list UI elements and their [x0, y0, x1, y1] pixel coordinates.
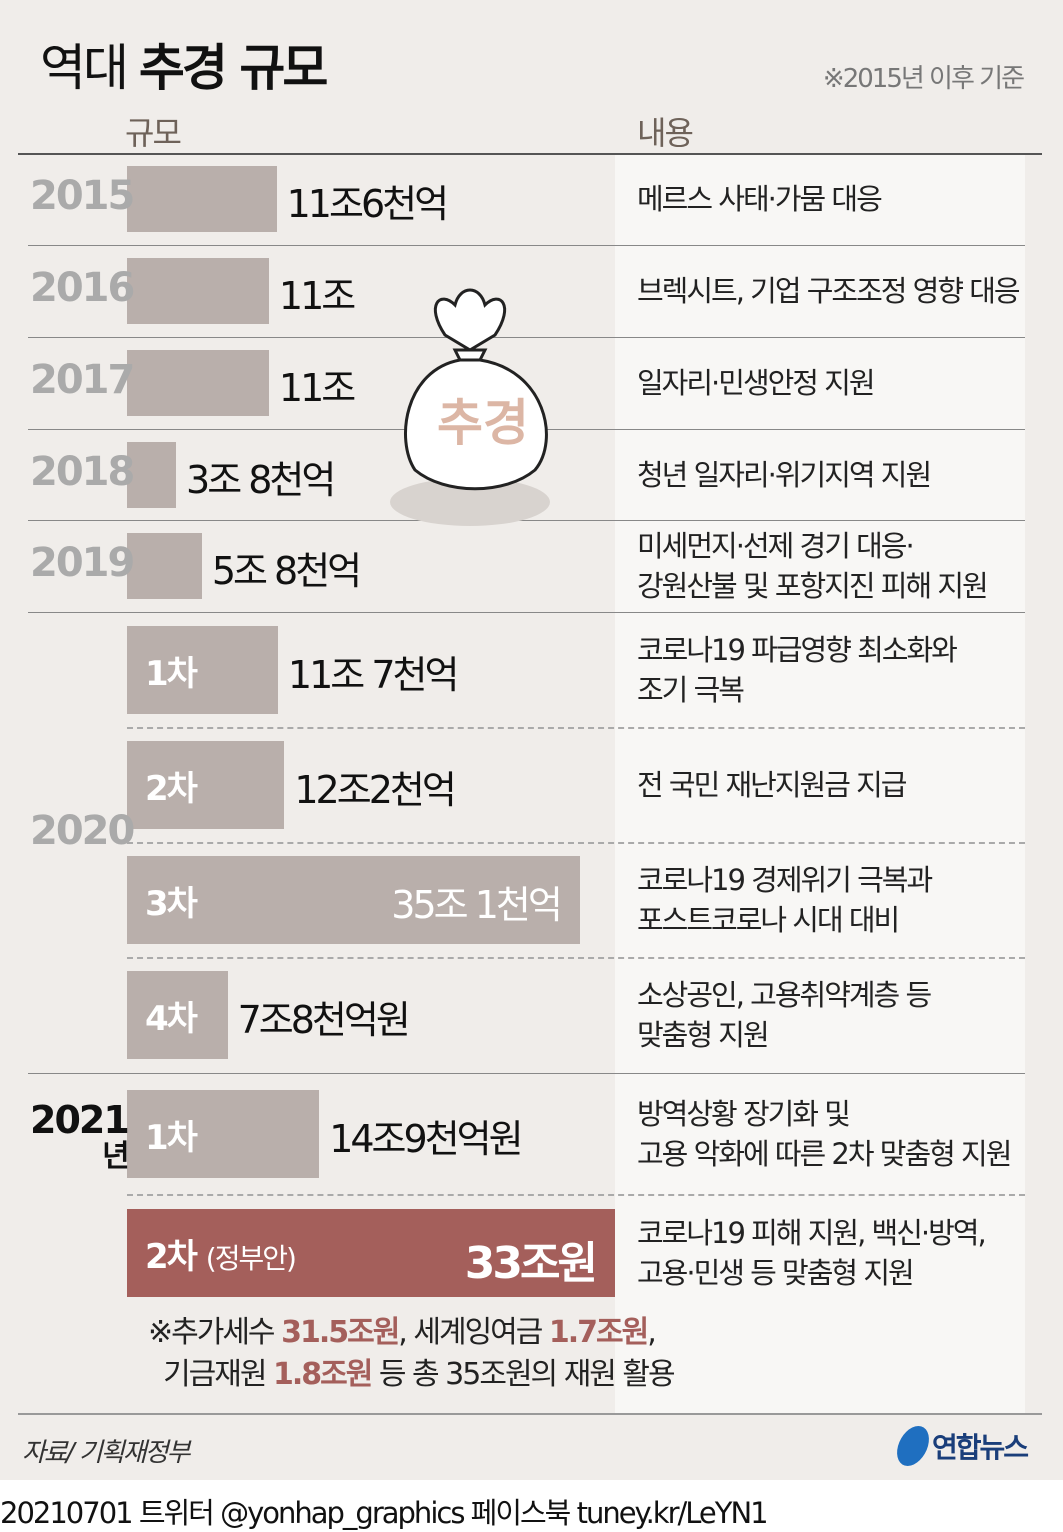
description-line: 코로나19 파급영향 최소화와 [637, 632, 958, 667]
year-label: 2015 [30, 173, 135, 219]
description: 미세먼지·선제 경기 대응· 강원산불 및 포항지진 피해 지원 [637, 526, 1027, 606]
description-line: 소상공인, 고용취약계층 등 [637, 978, 932, 1012]
basis-note: ※2015년 이후 기준 [822, 64, 1025, 94]
row-divider [28, 520, 1025, 521]
content-column-bg [615, 153, 1025, 1413]
year-label-2020: 2020 [30, 808, 135, 854]
value-label: 12조2천억 [294, 767, 456, 812]
bar [127, 971, 228, 1059]
value-label: 11조 [278, 366, 356, 410]
source-label: 자료/ 기획재정부 [22, 1438, 190, 1468]
value-label: 11조 7천억 [287, 652, 459, 697]
description: 전 국민 재난지원금 지급 [637, 765, 1027, 805]
year-label: 2019 [30, 540, 135, 586]
order-label: 3차 [145, 883, 198, 924]
description-line: 전 국민 재난지원금 지급 [637, 767, 907, 802]
bar [127, 258, 269, 324]
order-label: 4차 [145, 999, 198, 1039]
description-line: 맞춤형 지원 [637, 1018, 770, 1052]
sub-row-divider [127, 842, 1025, 844]
description-line: 브렉시트, 기업 구조조정 영향 대응 [637, 274, 1021, 308]
yonhap-logo: 연합뉴스 [892, 1426, 1029, 1466]
value-label: 3조 8천억 [186, 457, 336, 502]
description: 청년 일자리·위기지역 지원 [637, 455, 1027, 495]
description-line: 일자리·민생안정 지원 [637, 366, 876, 400]
row-divider [28, 337, 1025, 338]
bar [127, 740, 285, 829]
order-label: 2차 [145, 768, 198, 809]
row-divider [28, 1073, 1025, 1074]
description-line: 코로나19 경제위기 극복과 [637, 862, 933, 897]
year-label: 2017 [30, 357, 135, 403]
row-divider [28, 245, 1025, 246]
description-line: 미세먼지·선제 경기 대응· [637, 529, 915, 563]
year-label: 2018 [30, 448, 135, 495]
column-header-content: 내용 [637, 114, 694, 152]
value-label: 5조 8천억 [211, 549, 362, 593]
bar [127, 1089, 320, 1178]
description-line: 조기 극복 [637, 672, 745, 707]
bar [127, 441, 177, 508]
description-line: 고용 악화에 따른 2차 맞춤형 지원 [637, 1136, 1012, 1171]
description-line: 방역상황 장기화 및 [637, 1096, 851, 1131]
description: 일자리·민생안정 지원 [637, 363, 1027, 403]
illustration-label: 추경 [437, 394, 529, 452]
sub-row-divider [127, 1194, 1025, 1196]
bar [127, 350, 269, 416]
description: 브렉시트, 기업 구조조정 영향 대응 [637, 271, 1027, 311]
value-label: 35조 1천억 [391, 882, 562, 927]
sub-row-divider [127, 727, 1025, 729]
column-header-size: 규모 [125, 114, 182, 152]
description-line: 청년 일자리·위기지역 지원 [637, 457, 932, 492]
logo-mark-icon [892, 1426, 934, 1466]
description-line: 메르스 사태·가뭄 대응 [637, 182, 883, 216]
description-line: 고용·민생 등 맞춤형 지원 [637, 1256, 915, 1290]
bar [127, 855, 580, 944]
bar [127, 166, 277, 232]
bar [127, 533, 202, 599]
sub-row-divider [127, 957, 1025, 959]
value-label: 7조8천억원 [237, 998, 411, 1042]
value-label: 14조9천억원 [329, 1116, 523, 1161]
description-line: 강원산불 및 포항지진 피해 지원 [637, 569, 989, 603]
description: 코로나19 피해 지원, 백신·방역, 고용·민생 등 맞춤형 지원 [637, 1213, 1027, 1293]
money-bag-illustration: 추경 [390, 288, 550, 526]
order-label: 1차 [145, 1117, 198, 1158]
row-divider [28, 612, 1025, 613]
value-label: 33조원 [464, 1238, 598, 1289]
page-title: 역대 추경 규모 [40, 39, 328, 97]
description-line: 코로나19 피해 지원, 백신·방역, [637, 1216, 987, 1250]
bottom-divider [18, 1413, 1042, 1415]
value-label: 11조6천억 [286, 182, 449, 226]
year-label-2021: 2021 년 [30, 1098, 130, 1174]
bar [127, 625, 278, 714]
footer-credits: 20210701 트위터 @yonhap_graphics 페이스북 tuney… [0, 1496, 769, 1530]
bar [127, 1209, 615, 1297]
order-label: 1차 [145, 653, 198, 694]
description-line: 포스트코로나 시대 대비 [637, 902, 900, 937]
funding-note: ※추가세수 31.5조원, 세계잉여금 1.7조원, 기금재원 1.8조원 등 … [148, 1315, 676, 1392]
year-label: 2016 [30, 265, 135, 311]
description: 메르스 사태·가뭄 대응 [637, 179, 1027, 219]
value-label: 11조 [278, 274, 356, 318]
order-label: 2차 (정부안) [145, 1237, 297, 1277]
header-divider [18, 153, 1042, 155]
